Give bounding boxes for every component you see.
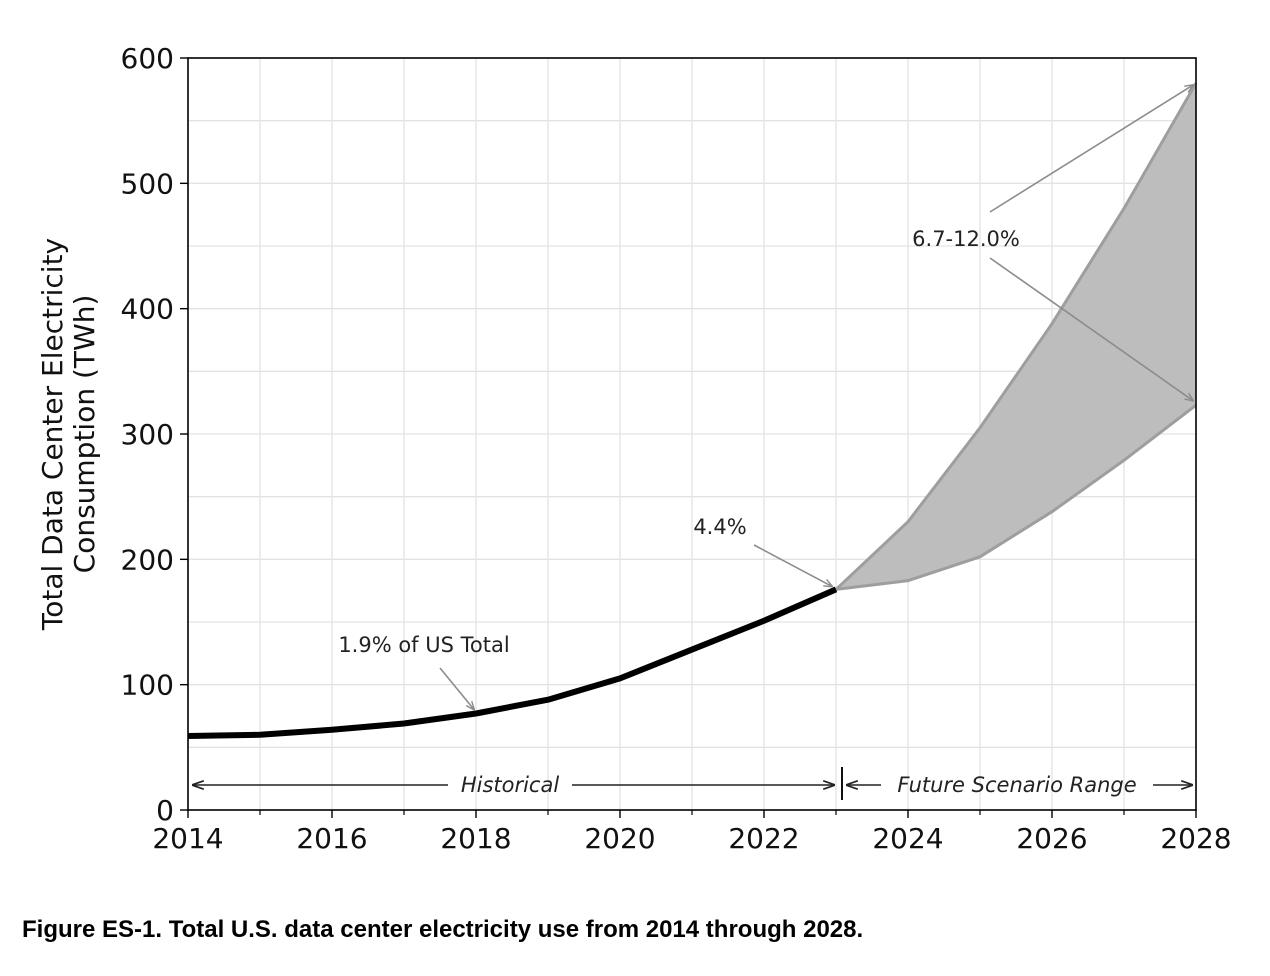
y-axis-title-line: Consumption (TWh): [68, 295, 101, 574]
x-tick-label: 2018: [440, 822, 511, 855]
annotation-arrow: [439, 667, 474, 709]
annotations: 1.9% of US Total 4.4% 6.7-12.0% Historical F…: [193, 85, 1193, 800]
historical-series: [187, 586, 838, 740]
x-tick-label: 2026: [1016, 822, 1087, 855]
y-tick-label: 0: [156, 794, 174, 827]
y-tick-label: 600: [121, 42, 174, 75]
y-axis-title-line: Total Data Center Electricity: [36, 238, 69, 631]
annotation-arrow: [989, 85, 1193, 213]
annotation-arrow: [753, 544, 832, 586]
annotation-label: 1.9% of US Total: [338, 633, 509, 657]
annotation-arrow: [989, 257, 1193, 401]
axis-ticks: 2014 2016 2018 2020 2022 2024 2026 2028 0 100 200 3…: [121, 42, 1232, 855]
range-upper-edge: [834, 82, 1198, 591]
y-tick-label: 300: [121, 418, 174, 451]
x-tick-label: 2022: [728, 822, 799, 855]
chart: 2014 2016 2018 2020 2022 2024 2026 2028 0 100 200 3…: [36, 42, 1232, 855]
x-tick-label: 2014: [152, 822, 223, 855]
annotation-label: 6.7-12.0%: [912, 227, 1020, 251]
x-tick-label: 2016: [296, 822, 367, 855]
y-tick-label: 100: [121, 669, 174, 702]
y-tick-label: 400: [121, 293, 174, 326]
y-axis-title: Total Data Center ElectricityConsumption…: [36, 238, 101, 631]
y-tick-label: 500: [121, 167, 174, 200]
future-scenario-band: [834, 82, 1198, 591]
range-lower-edge: [835, 403, 1197, 591]
region-label: Future Scenario Range: [897, 773, 1136, 797]
x-tick-label: 2024: [872, 822, 943, 855]
figure-caption: Figure ES-1. Total U.S. data center elec…: [22, 916, 864, 943]
range-band-fill: [836, 83, 1196, 590]
x-tick-label: 2028: [1160, 822, 1231, 855]
y-tick-label: 200: [121, 543, 174, 576]
x-tick-label: 2020: [584, 822, 655, 855]
series-line: [187, 586, 838, 740]
annotation-label: 4.4%: [693, 515, 746, 539]
region-label: Historical: [461, 773, 560, 797]
